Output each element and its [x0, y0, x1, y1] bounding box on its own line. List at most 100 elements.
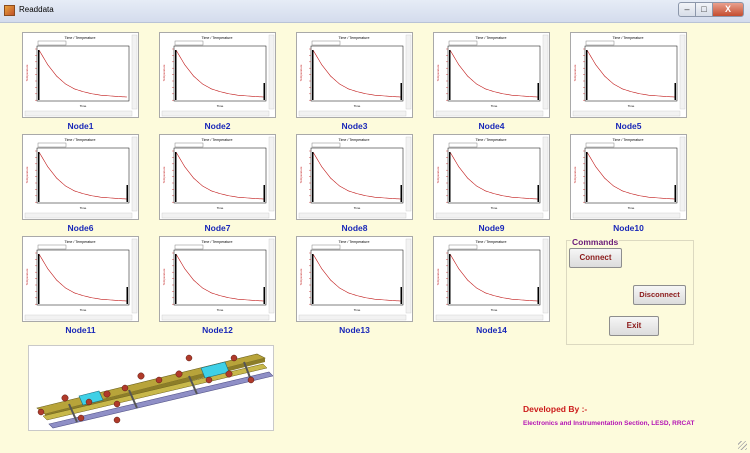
right-marker [400, 185, 402, 202]
vertical-scrollbar [679, 136, 686, 212]
right-marker [537, 287, 539, 304]
left-marker [312, 152, 314, 202]
x-axis-label: Time [628, 104, 635, 108]
chart-legend [585, 142, 615, 148]
plot-area [584, 147, 678, 204]
plot-area [36, 147, 130, 204]
right-marker [263, 287, 265, 304]
chart-panel: Time / Temperature Temperature Time [159, 32, 276, 118]
node-label: Node13 [339, 325, 370, 335]
chart-panel: Time / Temperature Temperature Time [296, 32, 413, 118]
vertical-scrollbar [268, 238, 275, 314]
left-marker [449, 50, 451, 100]
y-axis-label: Temperature [436, 166, 440, 183]
y-axis-label: Temperature [25, 166, 29, 183]
chart-panel: Time / Temperature Temperature Time [570, 134, 687, 220]
chart-title: Time / Temperature [476, 36, 507, 40]
vertical-scrollbar [405, 136, 412, 212]
y-axis-label: Temperature [436, 64, 440, 81]
chart-legend [311, 244, 341, 250]
chart-legend [311, 142, 341, 148]
connect-button[interactable]: Connect [569, 248, 622, 268]
node-label: Node1 [67, 121, 94, 131]
chart-legend [311, 40, 341, 46]
temperature-series-line [312, 151, 402, 200]
resize-grip[interactable] [738, 441, 747, 450]
temperature-chart: Time / Temperature Temperature Time [435, 136, 549, 219]
x-axis-label: Time [354, 206, 361, 210]
temperature-series-line [586, 49, 676, 98]
left-marker [586, 50, 588, 100]
right-marker [263, 83, 265, 100]
temperature-series-line [449, 49, 539, 98]
chart-panel: Time / Temperature Temperature Time [159, 236, 276, 322]
y-axis-label: Temperature [573, 166, 577, 183]
chart-legend [174, 244, 204, 250]
close-button[interactable]: X [712, 2, 744, 17]
right-marker [674, 83, 676, 100]
right-marker [537, 83, 539, 100]
temperature-chart: Time / Temperature Temperature Time [161, 136, 275, 219]
chart-legend [37, 244, 67, 250]
left-marker [312, 50, 314, 100]
x-axis-label: Time [491, 206, 498, 210]
right-marker [126, 287, 128, 304]
node-label: Node6 [67, 223, 94, 233]
horizontal-scrollbar [161, 212, 270, 219]
vertical-scrollbar [542, 238, 549, 314]
vertical-scrollbar [268, 34, 275, 110]
plot-area [584, 45, 678, 102]
left-marker [175, 50, 177, 100]
horizontal-scrollbar [161, 314, 270, 321]
plot-area [36, 249, 130, 306]
node-label: Node10 [613, 223, 644, 233]
left-marker [312, 254, 314, 304]
exit-button[interactable]: Exit [609, 316, 659, 336]
right-marker [126, 185, 128, 202]
x-axis-label: Time [354, 308, 361, 312]
horizontal-scrollbar [24, 212, 133, 219]
vertical-scrollbar [131, 136, 138, 212]
temperature-series-line [312, 49, 402, 98]
disconnect-button[interactable]: Disconnect [633, 285, 686, 305]
commands-title: Commands [571, 237, 620, 247]
plot-area [173, 147, 267, 204]
organization-label: Electronics and Instrumentation Section,… [523, 420, 695, 427]
vertical-scrollbar [405, 238, 412, 314]
vertical-scrollbar [405, 34, 412, 110]
x-axis-label: Time [217, 206, 224, 210]
left-marker [586, 152, 588, 202]
x-axis-label: Time [217, 104, 224, 108]
horizontal-scrollbar [435, 314, 544, 321]
y-axis-label: Temperature [436, 268, 440, 285]
right-marker [263, 185, 265, 202]
left-marker [38, 50, 40, 100]
plot-area [447, 249, 541, 306]
x-axis-label: Time [491, 104, 498, 108]
horizontal-scrollbar [435, 212, 544, 219]
y-axis-label: Temperature [299, 268, 303, 285]
horizontal-scrollbar [298, 314, 407, 321]
chart-legend [448, 244, 478, 250]
minimize-button[interactable]: – [678, 2, 696, 17]
temperature-series-line [175, 253, 265, 302]
left-marker [175, 254, 177, 304]
maximize-button[interactable]: □ [695, 2, 713, 17]
plot-area [36, 45, 130, 102]
temperature-chart: Time / Temperature Temperature Time [435, 34, 549, 117]
temperature-chart: Time / Temperature Temperature Time [161, 238, 275, 321]
title-bar: Readdata – □ X [0, 0, 750, 23]
y-axis-label: Temperature [299, 166, 303, 183]
left-marker [38, 152, 40, 202]
left-marker [449, 152, 451, 202]
node-label: Node3 [341, 121, 368, 131]
node-label: Node11 [65, 325, 96, 335]
temperature-series-line [38, 151, 128, 200]
commands-group [566, 240, 694, 345]
node-label: Node8 [341, 223, 368, 233]
left-marker [38, 254, 40, 304]
chart-title: Time / Temperature [202, 138, 233, 142]
vertical-scrollbar [131, 238, 138, 314]
y-axis-label: Temperature [25, 64, 29, 81]
chart-title: Time / Temperature [339, 240, 370, 244]
